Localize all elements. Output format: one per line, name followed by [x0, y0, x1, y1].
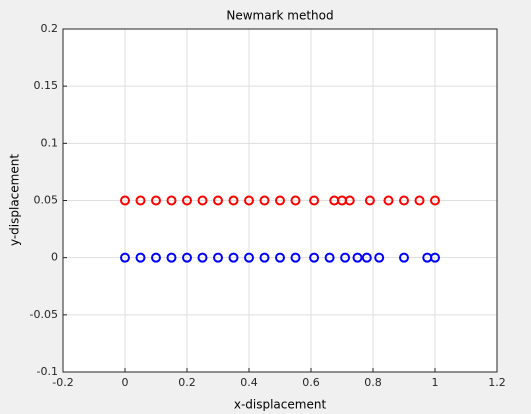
point — [344, 195, 355, 206]
axes-box — [62, 28, 498, 373]
point — [228, 252, 239, 263]
point — [135, 195, 146, 206]
y-tick-label: -0.05 — [30, 308, 58, 321]
x-tick-label: 0.2 — [178, 376, 196, 389]
point — [135, 252, 146, 263]
point — [430, 195, 440, 206]
point — [399, 195, 409, 206]
point — [259, 252, 270, 263]
point — [182, 252, 192, 263]
point — [275, 195, 285, 206]
point — [399, 252, 409, 263]
y-tick-label: -0.1 — [37, 365, 58, 378]
point — [430, 252, 440, 263]
point — [228, 195, 239, 206]
point — [352, 252, 363, 263]
chart-title: Newmark method — [226, 9, 333, 23]
point — [290, 252, 301, 263]
point — [414, 195, 425, 206]
point — [213, 252, 223, 263]
point — [120, 195, 130, 206]
point — [244, 252, 254, 263]
y-axis-label: y-displacement — [8, 154, 22, 246]
point — [213, 195, 223, 206]
y-tick-label: 0.2 — [41, 22, 59, 35]
point — [182, 195, 192, 206]
point — [309, 195, 320, 206]
x-tick-label: 0.4 — [240, 376, 258, 389]
x-tick-label: 1 — [432, 376, 439, 389]
point — [259, 195, 270, 206]
point — [151, 252, 161, 263]
x-axis-label: x-displacement — [234, 398, 327, 412]
y-tick-label: 0.15 — [34, 79, 59, 92]
point — [309, 252, 320, 263]
point — [197, 195, 208, 206]
point — [383, 195, 394, 206]
point — [361, 252, 372, 263]
x-tick-label: 0 — [122, 376, 129, 389]
point — [340, 252, 351, 263]
point — [151, 195, 161, 206]
point — [166, 195, 177, 206]
point — [244, 195, 254, 206]
point — [364, 195, 375, 206]
y-tick-label: 0.1 — [41, 136, 59, 149]
point — [290, 195, 301, 206]
x-tick-label: -0.2 — [52, 376, 73, 389]
y-tick-label: 0 — [51, 251, 58, 264]
point — [374, 252, 385, 263]
y-tick-label: 0.05 — [34, 194, 59, 207]
x-tick-label: 0.8 — [364, 376, 382, 389]
x-tick-label: 1.2 — [488, 376, 506, 389]
point — [120, 252, 130, 263]
point — [324, 252, 335, 263]
point — [275, 252, 285, 263]
point — [166, 252, 177, 263]
x-tick-label: 0.6 — [302, 376, 320, 389]
point — [197, 252, 208, 263]
